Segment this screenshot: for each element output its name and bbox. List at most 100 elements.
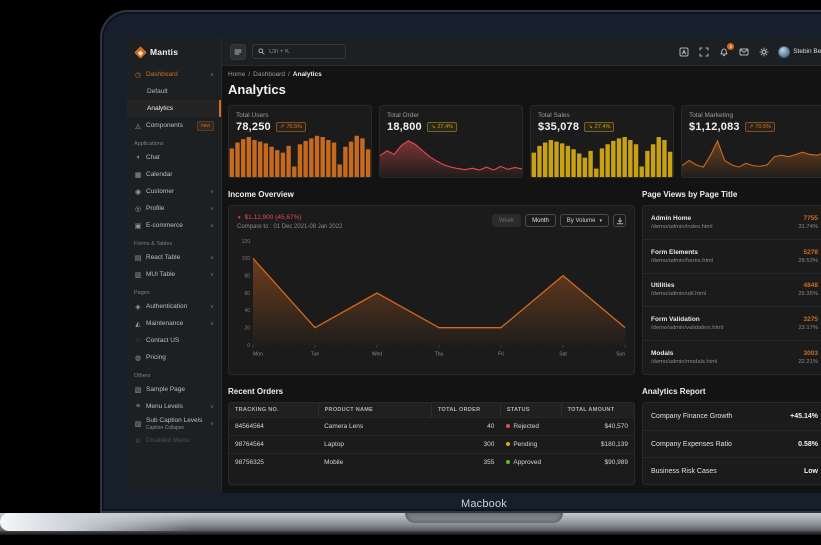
order-amount: $180,139: [561, 435, 634, 454]
chat-icon: ◖: [135, 154, 141, 161]
breadcrumb-separator: /: [248, 71, 251, 78]
month-tab[interactable]: Month: [525, 214, 556, 227]
breadcrumb-dashboard[interactable]: Dashboard: [253, 71, 285, 78]
sidebar-item-dashboard[interactable]: ◷ Dashboard ∧: [127, 66, 221, 83]
sidebar-item-components[interactable]: ◬ Components new: [127, 117, 221, 134]
chevron-down-icon: ∨: [210, 188, 214, 195]
recent-orders-panel: TRACKING NO. PRODUCT NAME TOTAL ORDER STATU…: [228, 402, 635, 485]
sidebar-item-react-table[interactable]: ▤ React Table ∨: [127, 249, 221, 266]
chevron-down-icon: ∨: [210, 222, 214, 229]
fullscreen-button[interactable]: [698, 46, 710, 58]
svg-text:100: 100: [242, 256, 251, 262]
sidebar-item-labels: Sample Page: [146, 386, 185, 394]
sidebar-item-mui-table[interactable]: ▥ MUI Table ∨: [127, 266, 221, 283]
contact-icon: ◌: [135, 337, 141, 344]
sidebar-subitem-default[interactable]: Default: [127, 83, 221, 100]
stat-card-value: $1,12,083: [689, 121, 740, 133]
menu-levels-icon: ≡: [135, 403, 141, 410]
mail-icon: [739, 48, 749, 55]
sidebar-item-labels: Dashboard: [146, 71, 178, 79]
download-button[interactable]: [613, 214, 626, 227]
svg-text:40: 40: [244, 308, 250, 314]
page-view-percent: 31.74%: [798, 223, 818, 230]
orders-col-total-order: TOTAL ORDER: [430, 403, 501, 418]
sidebar-subitem-analytics[interactable]: Analytics: [127, 100, 221, 117]
trend-delta-value: 70.5%: [755, 124, 771, 130]
sidebar-item-label: Contact US: [146, 336, 180, 344]
sidebar-item-authentication[interactable]: ◈ Authentication ∨: [127, 298, 221, 315]
week-tab[interactable]: Week: [491, 214, 522, 227]
page-view-row: Form Validation/demo/admin/validation.ht…: [643, 306, 821, 340]
svg-text:Mon: Mon: [253, 352, 263, 358]
topbar: 4: [222, 38, 821, 66]
sidebar-item-label: Chat: [146, 153, 160, 161]
stat-card-head: Total Users 78,250 ↗ 70.5%: [229, 106, 371, 133]
orders-col-product-name: PRODUCT NAME: [317, 403, 432, 418]
sidebar-item-sub-caption-levels[interactable]: ▨ Sub Caption Levels Caption Collapse ∨: [127, 415, 221, 433]
page-view-stats: 7755 31.74%: [798, 215, 818, 230]
trend-delta-value: 27.4%: [437, 124, 454, 130]
sidebar-item-label: E-commerce: [146, 221, 183, 229]
sidebar-item-contact-us[interactable]: ◌ Contact US: [127, 332, 221, 349]
sidebar-item-chat[interactable]: ◖ Chat: [127, 149, 221, 166]
sidebar-item-menu-levels[interactable]: ≡ Menu Levels ∨: [127, 398, 221, 415]
authentication-icon: ◈: [135, 303, 141, 311]
report-label: Company Finance Growth: [651, 413, 733, 420]
trend-down-icon: ↘: [430, 124, 436, 130]
page-view-path: /demo/admin/validation.html: [651, 325, 724, 332]
sidebar-item-maintenance[interactable]: ◭ Maintenance ∨: [127, 315, 221, 332]
sidebar-item-profile[interactable]: ◎ Profile ∨: [127, 200, 221, 217]
profile-menu[interactable]: Stebin Ben: [778, 45, 821, 58]
stat-card-total-marketing: Total Marketing $1,12,083 ↗ 70.5%: [681, 105, 821, 178]
search-input[interactable]: [269, 48, 339, 55]
sidebar-item-label: Sub Caption Levels: [146, 417, 203, 424]
settings-button[interactable]: [758, 46, 770, 58]
income-overview-title: Income Overview: [228, 190, 294, 199]
messages-button[interactable]: [738, 46, 750, 58]
device-label: Macbook: [460, 498, 508, 510]
sidebar-nav: ◷ Dashboard ∧ Default Analytics ◬ Components ne…: [127, 66, 221, 450]
delta-down-icon: ▼: [237, 215, 242, 220]
page-view-info: Form Validation/demo/admin/validation.ht…: [651, 316, 723, 331]
mui-table-icon: ▥: [134, 271, 142, 279]
sidebar-item-label: Authentication: [146, 302, 188, 310]
stat-card-label: Total Order: [387, 112, 420, 119]
sidebar-item-sample-page[interactable]: ▧ Sample Page: [127, 381, 221, 398]
sidebar-item-pricing[interactable]: ◍ Pricing: [127, 349, 221, 366]
svg-text:0: 0: [247, 343, 250, 349]
sidebar-item-label: Customer: [146, 187, 175, 195]
page-view-name: Admin Home: [651, 214, 692, 222]
app-logo[interactable]: Mantis: [127, 38, 221, 66]
report-value: 0.58%: [798, 440, 818, 448]
notifications-button[interactable]: 4: [718, 42, 735, 58]
svg-text:Wed: Wed: [372, 352, 382, 358]
translate-button[interactable]: [678, 46, 690, 58]
sidebar-item-customer[interactable]: ◉ Customer ∨: [127, 183, 221, 200]
orders-col-status: STATUS: [499, 403, 562, 418]
volume-select[interactable]: By Volume ▾: [559, 214, 609, 227]
hamburger-icon: [234, 49, 242, 54]
trend-badge: ↘ 27.4%: [584, 122, 615, 132]
stat-card-total-sales: Total Sales $35,078 ↘ 27.4%: [530, 105, 674, 178]
dashboard-icon: ◷: [134, 71, 142, 79]
macbook-screen: Mantis ◷ Dashboard ∧ Default Analytics ◬ Compo…: [100, 10, 821, 513]
new-badge: new: [196, 120, 214, 131]
status-label: Rejected: [513, 423, 539, 430]
sidebar-item-e-commerce[interactable]: ▣ E-commerce ∨: [127, 217, 221, 234]
page-view-name: Utilities: [651, 282, 675, 290]
page-view-name: Modals: [651, 350, 674, 358]
sidebar-item-label: Sample Page: [146, 385, 186, 393]
global-search[interactable]: [252, 44, 346, 59]
chevron-up-icon: ∧: [210, 71, 214, 78]
page-views-panel: Admin Home/demo/admin/index.html 7755 31.7…: [642, 205, 821, 375]
svg-text:Sat: Sat: [559, 352, 567, 358]
order-status: Rejected: [500, 417, 562, 436]
avatar: [778, 45, 791, 58]
stat-card-value-row: 78,250 ↗ 70.5%: [236, 121, 364, 133]
sidebar-item-labels: Authentication: [146, 303, 187, 311]
stat-card-head: Total Marketing $1,12,083 ↗ 70.5%: [682, 106, 821, 133]
sidebar-item-calendar[interactable]: ▦ Calendar: [127, 166, 221, 183]
menu-toggle-button[interactable]: [230, 43, 246, 60]
breadcrumb-home[interactable]: Home: [228, 71, 246, 78]
sidebar: Mantis ◷ Dashboard ∧ Default Analytics ◬ Compo…: [127, 38, 222, 493]
